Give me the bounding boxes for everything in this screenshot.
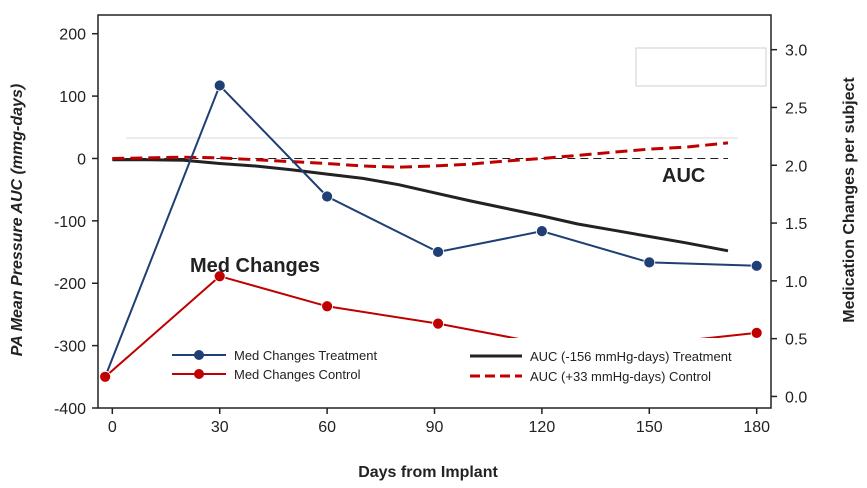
legend-label-med-control: Med Changes Control bbox=[234, 367, 361, 382]
legend-label-med-treatment: Med Changes Treatment bbox=[234, 348, 377, 363]
legend-marker-med-control bbox=[194, 369, 204, 379]
med-treatment-point bbox=[432, 246, 444, 258]
x-axis-title: Days from Implant bbox=[358, 464, 498, 481]
y-left-tick-label: 0 bbox=[77, 151, 86, 168]
auc-treatment-line bbox=[112, 158, 729, 253]
med-treatment-point bbox=[321, 190, 334, 203]
y-left-tick-label: 100 bbox=[59, 89, 86, 106]
annotation-med-changes: Med Changes bbox=[190, 255, 320, 277]
med-control-point bbox=[99, 370, 112, 383]
med-treatment-point bbox=[535, 225, 548, 238]
y-right-tick-label: 2.5 bbox=[785, 100, 807, 117]
y-right-tick-label: 1.0 bbox=[785, 274, 807, 291]
med-treatment-point bbox=[643, 256, 656, 269]
legend-box bbox=[158, 338, 758, 392]
y-left-tick-label: -400 bbox=[54, 401, 86, 418]
y-left-tick-label: -100 bbox=[54, 214, 86, 231]
y-right-tick-label: 3.0 bbox=[785, 43, 807, 60]
legend-label-auc-control: AUC (+33 mmHg-days) Control bbox=[530, 369, 711, 384]
med-treatment-point bbox=[750, 259, 763, 272]
x-tick-label: 120 bbox=[529, 419, 556, 436]
y-left-tick-label: -300 bbox=[54, 339, 86, 356]
blank-box bbox=[635, 47, 767, 87]
med-control-point bbox=[432, 317, 444, 330]
x-tick-label: 30 bbox=[211, 419, 229, 436]
y-left-axis-title: PA Mean Pressure AUC (mmg-days) bbox=[9, 84, 26, 356]
y-right-tick-label: 2.0 bbox=[785, 158, 807, 175]
legend: Med Changes Treatment Med Changes Contro… bbox=[158, 338, 758, 392]
x-tick-label: 150 bbox=[636, 419, 663, 436]
x-tick-label: 180 bbox=[743, 419, 770, 436]
med-control-point bbox=[213, 270, 226, 283]
y-right-tick-label: 0.5 bbox=[785, 332, 807, 349]
auc-control-line bbox=[112, 141, 729, 169]
y-left-tick-label: 200 bbox=[59, 27, 86, 44]
y-right-tick-label: 0.0 bbox=[785, 389, 807, 406]
med-control-point bbox=[321, 300, 334, 313]
y-left-tick-label: -200 bbox=[54, 276, 86, 293]
y-right-axis-title: Medication Changes per subject bbox=[841, 77, 858, 323]
x-tick-label: 0 bbox=[108, 419, 117, 436]
legend-marker-med-treatment bbox=[194, 350, 204, 360]
x-tick-label: 90 bbox=[426, 419, 444, 436]
med-control-point bbox=[750, 326, 763, 339]
x-tick-label: 60 bbox=[318, 419, 336, 436]
y-right-tick-label: 1.5 bbox=[785, 216, 807, 233]
legend-label-auc-treatment: AUC (-156 mmHg-days) Treatment bbox=[530, 349, 732, 364]
med-treatment-point bbox=[213, 79, 226, 92]
annotation-auc: AUC bbox=[662, 165, 705, 187]
